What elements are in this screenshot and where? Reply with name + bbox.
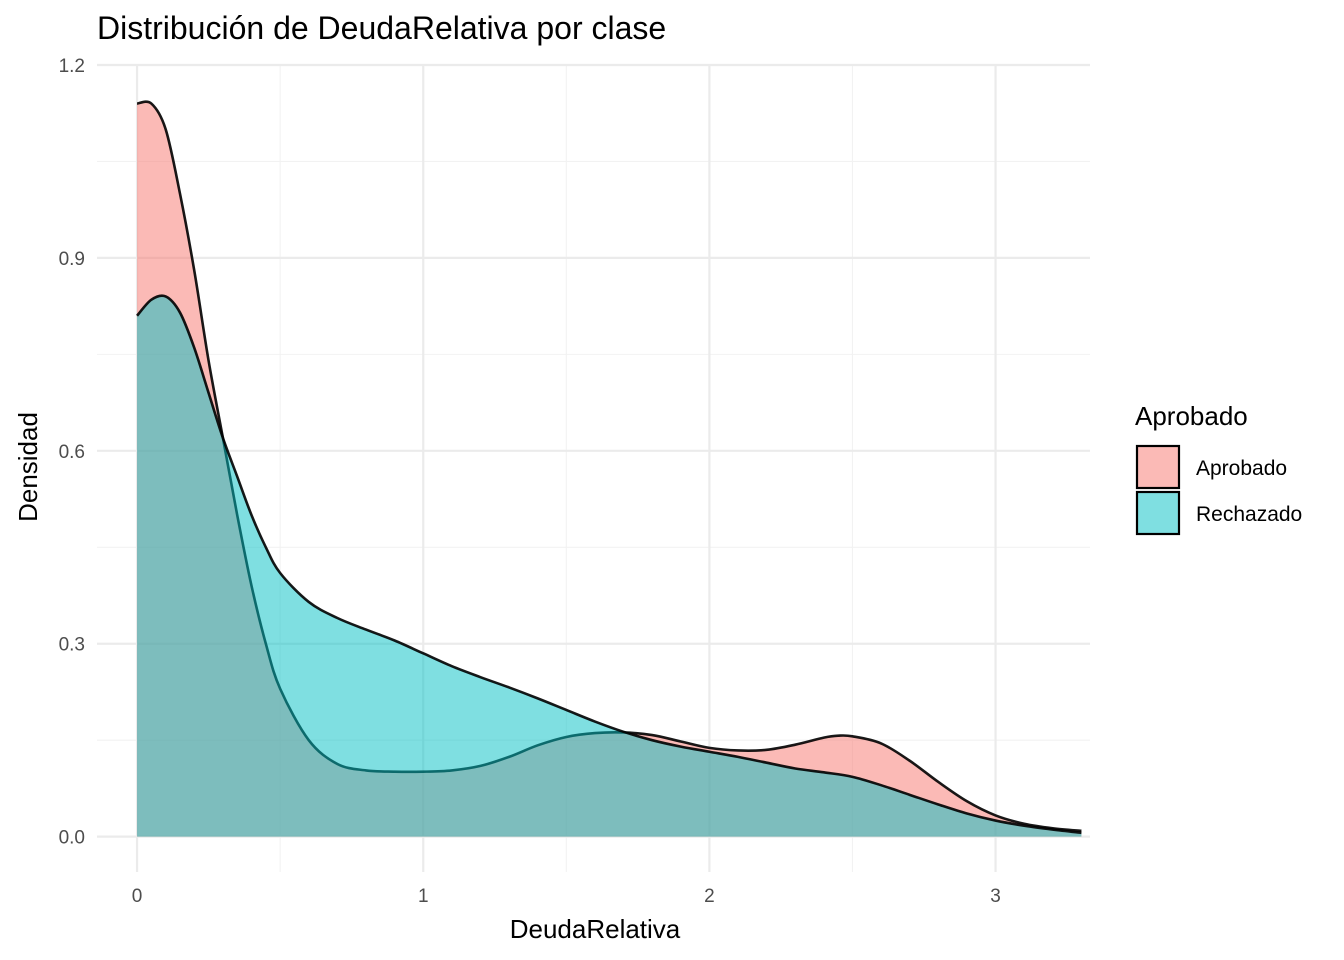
y-tick-label: 0.9 <box>59 249 85 270</box>
legend: Aprobado Aprobado Rechazado <box>1135 401 1302 536</box>
legend-title: Aprobado <box>1135 401 1248 431</box>
y-tick-label: 0.6 <box>59 442 85 463</box>
y-tick-label: 0.0 <box>59 828 85 849</box>
x-tick-label: 1 <box>418 886 429 907</box>
density-area-rechazado <box>137 295 1082 837</box>
density-areas <box>136 100 1082 837</box>
x-tick-label: 2 <box>704 886 715 907</box>
x-axis-title: DeudaRelativa <box>510 914 681 944</box>
y-axis-title: Densidad <box>13 412 43 522</box>
legend-key-aprobado <box>1135 444 1181 490</box>
legend-key-rechazado <box>1135 490 1181 536</box>
legend-label-aprobado: Aprobado <box>1196 457 1287 480</box>
x-tick-label: 3 <box>990 886 1001 907</box>
legend-label-rechazado: Rechazado <box>1196 503 1302 526</box>
y-tick-label: 1.2 <box>59 56 85 77</box>
chart-title: Distribución de DeudaRelativa por clase <box>97 10 666 46</box>
x-axis-ticks: 0 1 2 3 <box>132 886 1001 907</box>
density-line-rechazado <box>136 294 1082 835</box>
x-tick-label: 0 <box>132 886 143 907</box>
y-axis-ticks: 0.0 0.3 0.6 0.9 1.2 <box>59 56 85 849</box>
legend-items: Aprobado Rechazado <box>1135 444 1302 536</box>
y-tick-label: 0.3 <box>59 635 85 656</box>
